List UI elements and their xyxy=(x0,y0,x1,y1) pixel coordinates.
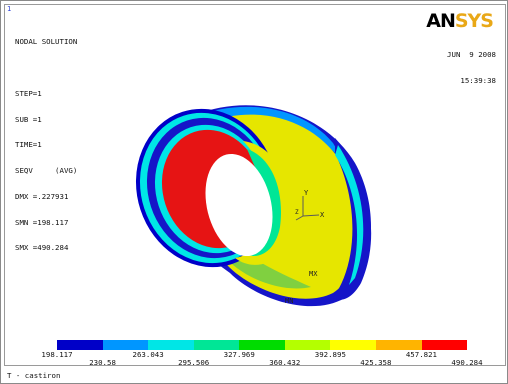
min-marker: MN xyxy=(285,297,293,305)
info-line: NODAL SOLUTION xyxy=(15,37,78,47)
info-line: SUB =1 xyxy=(15,114,42,124)
shell-right-blue-band xyxy=(333,138,372,300)
legend-swatch xyxy=(193,340,240,350)
inner-green-band xyxy=(243,149,282,256)
legend-swatch xyxy=(421,340,468,350)
legend-label: 230.58 xyxy=(89,358,116,367)
legend-label: 327.969 xyxy=(223,350,255,359)
window-number: 1 xyxy=(7,5,12,13)
legend-swatch xyxy=(57,340,103,350)
legend-label: 263.043 xyxy=(132,350,164,359)
date-time-block: JUN 9 2008 15:39:38 xyxy=(447,34,496,103)
legend-label: 360.432 xyxy=(269,358,301,367)
contour-legend-bar xyxy=(57,340,468,350)
info-line: SMN =198.117 xyxy=(15,217,69,227)
shell-right-cyan xyxy=(335,145,364,285)
legend-swatch xyxy=(102,340,149,350)
graphics-area: 1 NODAL SOLUTION STEP=1 SUB =1 TIME=1 SE… xyxy=(4,4,506,367)
plot-info-block: NODAL SOLUTION STEP=1 SUB =1 TIME=1 SEQV… xyxy=(15,21,77,270)
legend-label: 490.284 xyxy=(451,358,483,367)
info-line: TIME=1 xyxy=(15,140,42,150)
bore-opening xyxy=(205,153,273,257)
ansys-logo: ANSYS xyxy=(426,10,494,32)
info-line: DMX =.227931 xyxy=(15,191,69,201)
triad-y-label: Y xyxy=(304,189,309,197)
legend-label: 457.821 xyxy=(405,350,438,359)
plot-time: 15:39:38 xyxy=(460,75,496,85)
info-line: SEQV (AVG) xyxy=(15,166,78,176)
info-line: SMX =490.284 xyxy=(15,243,69,253)
legend-label: 295.506 xyxy=(178,358,210,367)
legend-swatch xyxy=(284,340,331,350)
stress-contour-model: Y X Z MX MN xyxy=(135,105,372,307)
info-line: STEP=1 xyxy=(15,88,42,98)
plot-title: T - castiron xyxy=(7,371,61,380)
legend-label: 198.117 xyxy=(41,350,73,359)
legend-label: 425.358 xyxy=(360,358,392,367)
triad-z-label: Z xyxy=(295,209,299,216)
max-marker: MX xyxy=(309,270,318,278)
legend-swatch xyxy=(375,340,422,350)
triad-x-label: X xyxy=(320,211,325,219)
legend-swatch xyxy=(239,340,285,350)
legend-swatch xyxy=(148,340,194,350)
info-line xyxy=(15,64,77,73)
legend-swatch xyxy=(330,340,376,350)
plot-date: JUN 9 2008 xyxy=(447,50,496,60)
legend-label: 392.895 xyxy=(314,350,346,359)
